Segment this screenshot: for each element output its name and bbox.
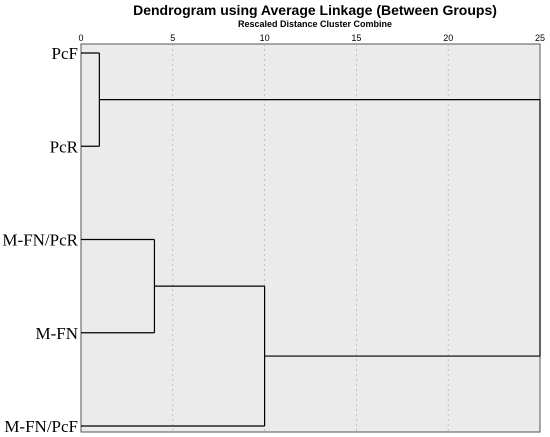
leaf-label: M-FN — [35, 324, 78, 343]
x-tick-label: 0 — [78, 33, 83, 43]
dendrogram-links — [81, 52, 541, 427]
x-axis-ticks: 0 5 10 15 20 25 — [78, 33, 545, 43]
x-tick-label: 25 — [535, 33, 545, 43]
x-tick-label: 15 — [351, 33, 361, 43]
leaf-label: PcR — [50, 137, 79, 156]
x-tick-label: 20 — [443, 33, 453, 43]
x-tick-label: 5 — [170, 33, 175, 43]
leaf-label: PcF — [52, 44, 78, 63]
plot-area — [80, 43, 541, 433]
chart-title: Dendrogram using Average Linkage (Betwee… — [133, 2, 497, 18]
leaf-labels: PcF PcR M-FN/PcR M-FN M-FN/PcF — [2, 44, 78, 436]
chart-subtitle: Rescaled Distance Cluster Combine — [237, 19, 393, 29]
leaf-label: M-FN/PcR — [2, 231, 78, 250]
leaf-label: M-FN/PcF — [4, 417, 78, 436]
x-tick-label: 10 — [260, 33, 270, 43]
